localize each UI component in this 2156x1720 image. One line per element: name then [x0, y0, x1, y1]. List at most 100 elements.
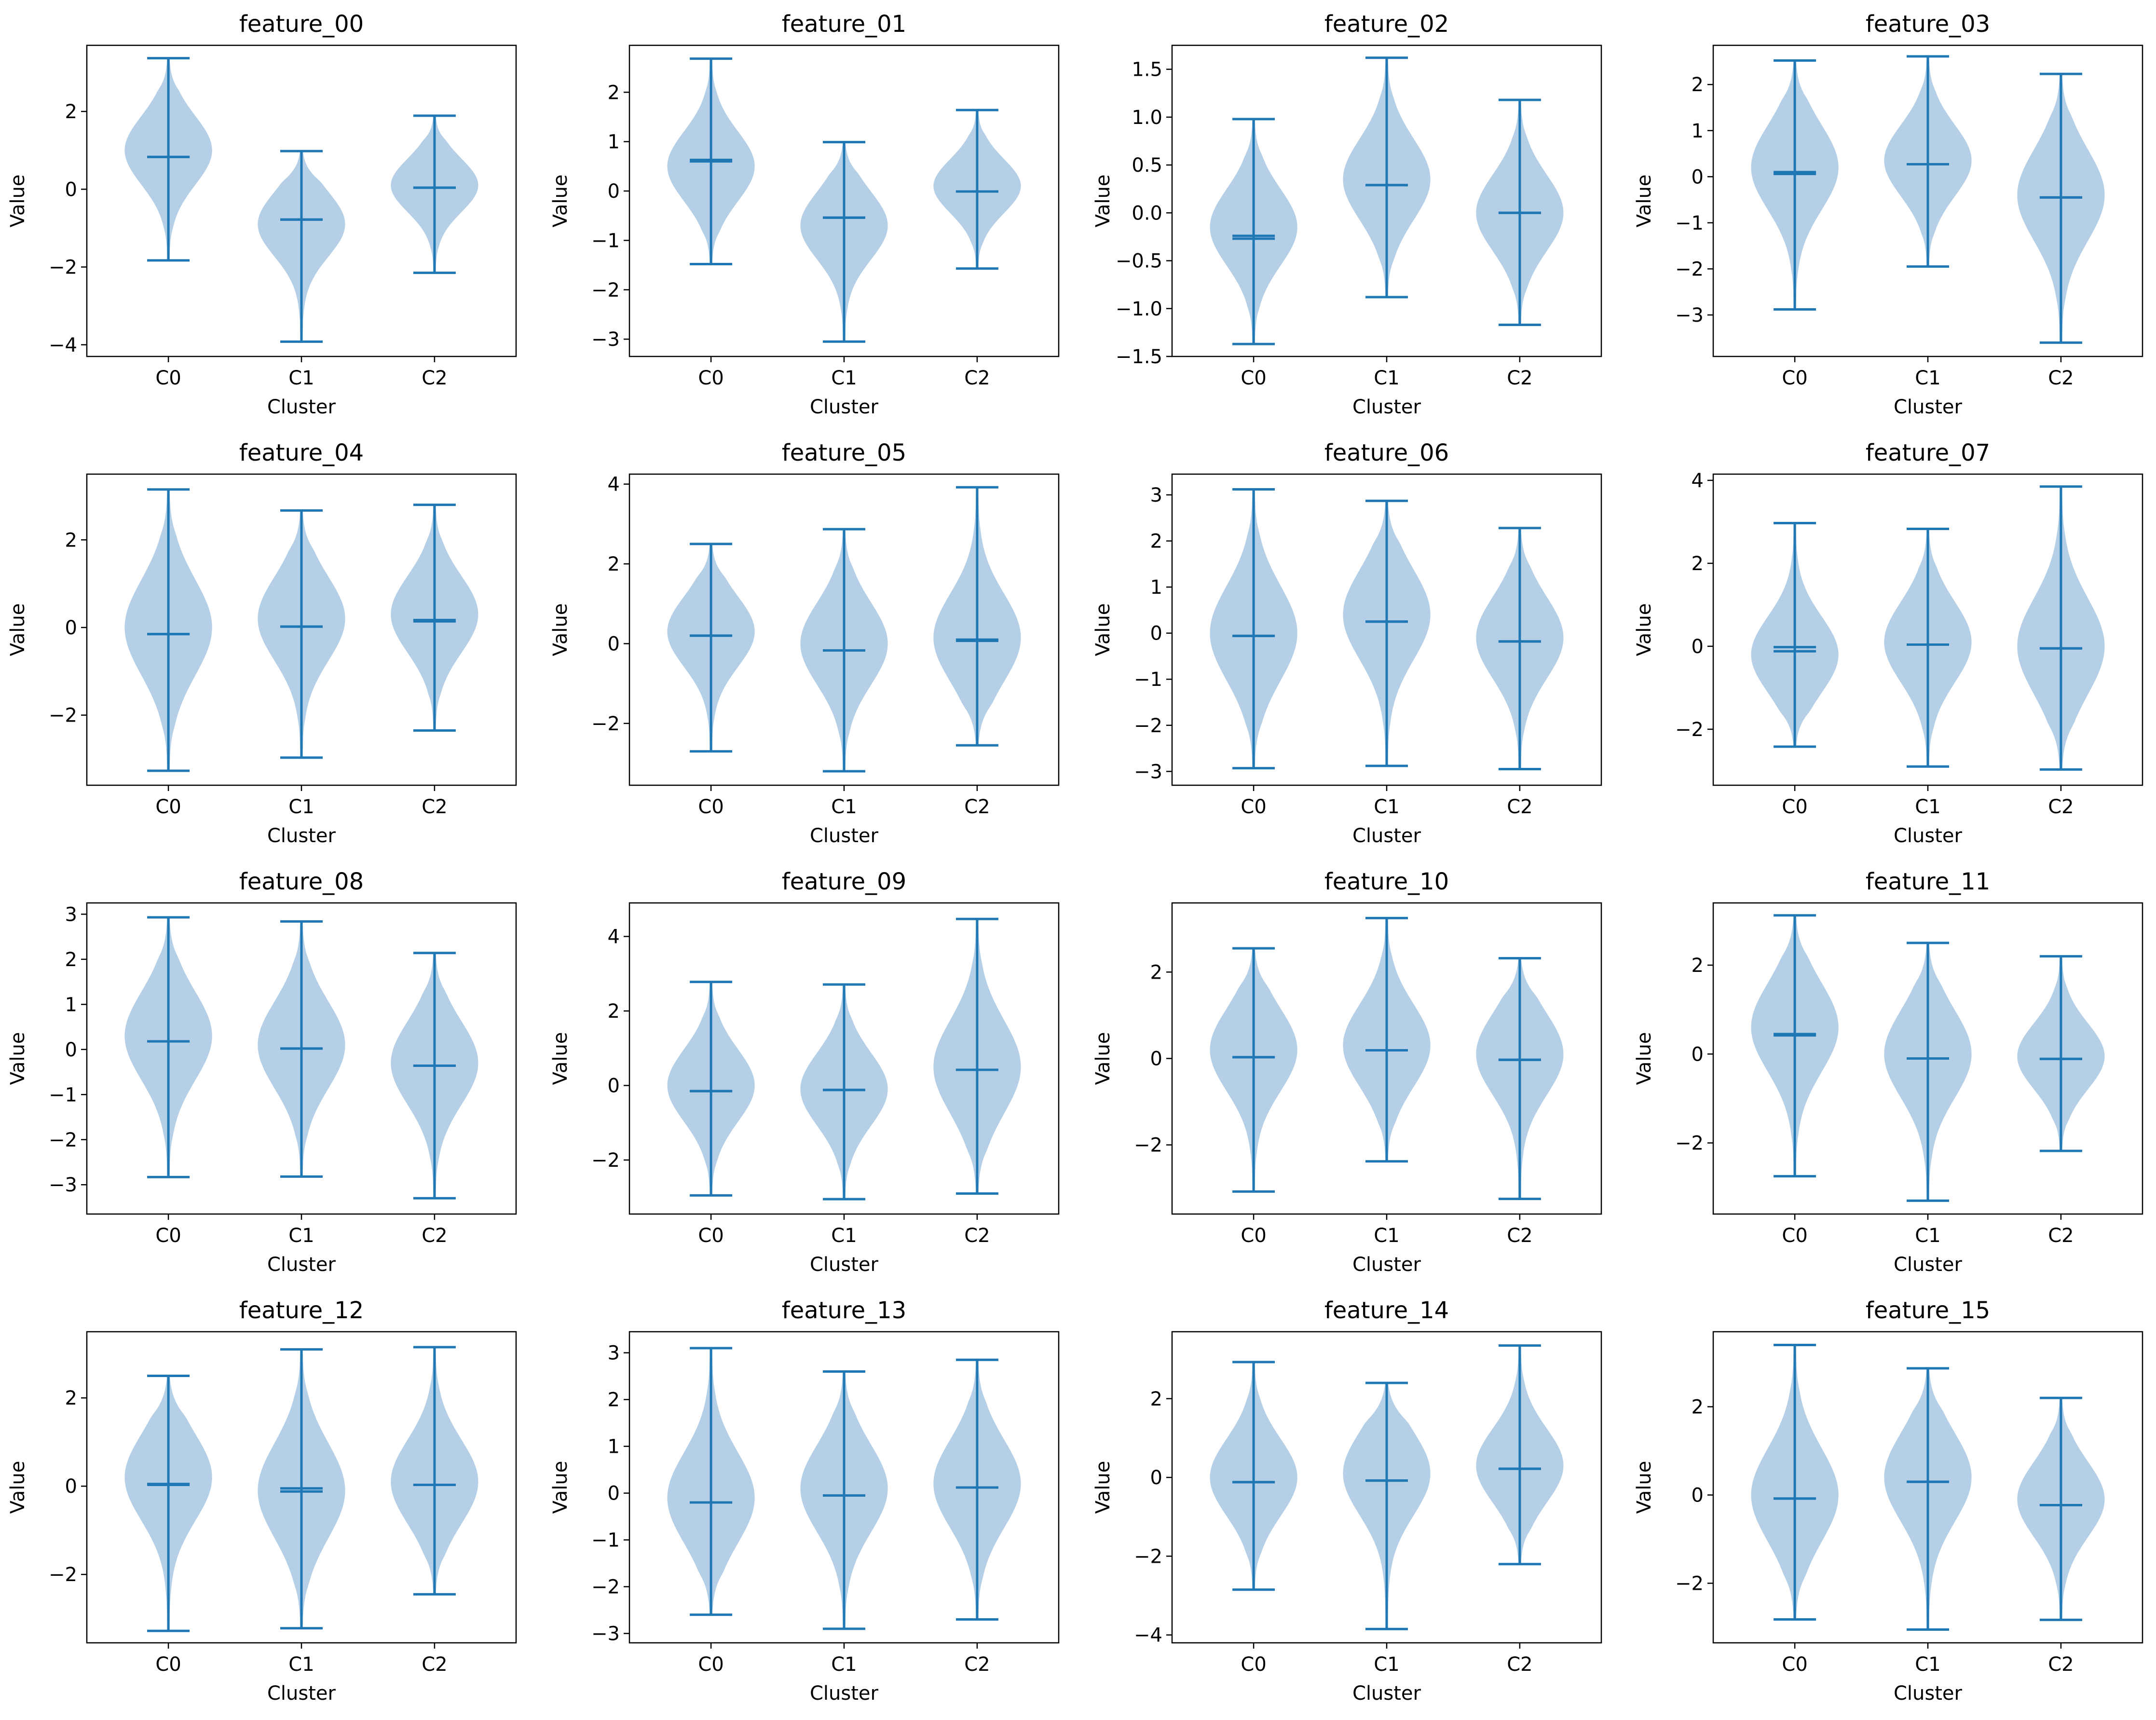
- x-axis-label: Cluster: [1894, 1254, 1963, 1276]
- y-tick-label: 2: [1692, 1396, 1704, 1419]
- x-tick-label: C0: [1241, 1653, 1266, 1676]
- x-tick-label: C1: [1915, 1225, 1940, 1247]
- subplot-title: feature_04: [239, 439, 364, 466]
- y-tick-label: 1: [1150, 576, 1162, 599]
- subplot: −1.5 −1.0 −0.5 0.0 0.5 1.0 1.5 C0 C1 C2 feature_02…: [1092, 11, 1602, 418]
- y-tick-label: 0: [65, 1475, 77, 1498]
- y-tick-label: 0: [65, 617, 77, 639]
- y-tick-label: 2: [608, 553, 620, 575]
- y-tick-label: −2: [591, 1576, 620, 1598]
- y-tick-label: 2: [65, 1387, 77, 1409]
- x-axis-label: Cluster: [1894, 396, 1963, 418]
- x-tick-label: C2: [422, 1225, 447, 1247]
- y-tick-label: 2: [1150, 961, 1162, 983]
- subplot-title: feature_01: [782, 11, 906, 38]
- y-tick-label: −3: [591, 328, 620, 351]
- x-tick-label: C0: [155, 367, 181, 389]
- y-tick-label: 0: [1150, 1467, 1162, 1489]
- x-tick-label: C0: [155, 1653, 181, 1676]
- x-tick-label: C0: [1782, 796, 1807, 818]
- subplot: −4 −2 0 2 C0 C1 C2 feature_14 Cluster Value: [1092, 1297, 1602, 1705]
- y-tick-label: 0: [608, 633, 620, 655]
- x-tick-label: C2: [1507, 1225, 1532, 1247]
- y-tick-label: 2: [608, 1389, 620, 1411]
- subplot-title: feature_12: [239, 1297, 364, 1324]
- subplot: −2 0 2 4 C0 C1 C2 feature_07 Cluster Value: [1633, 439, 2143, 847]
- x-tick-label: C1: [831, 367, 857, 389]
- x-tick-label: C0: [698, 367, 723, 389]
- y-tick-label: 2: [608, 1000, 620, 1023]
- x-tick-label: C0: [698, 1225, 723, 1247]
- y-tick-label: −2: [49, 705, 77, 727]
- subplot-title: feature_11: [1866, 868, 1990, 895]
- y-tick-label: 4: [1692, 470, 1704, 492]
- y-tick-label: 1.0: [1132, 107, 1162, 129]
- y-tick-label: 1: [608, 1436, 620, 1458]
- y-tick-label: 3: [65, 903, 77, 926]
- y-tick-label: −0.5: [1116, 250, 1162, 273]
- subplot: −2 0 2 C0 C1 C2 feature_12 Cluster Value: [7, 1297, 517, 1705]
- x-axis-label: Cluster: [1352, 1254, 1421, 1276]
- y-tick-label: 2: [65, 949, 77, 971]
- subplot-title: feature_05: [782, 439, 906, 466]
- y-tick-label: 0: [608, 1483, 620, 1505]
- subplot-title: feature_02: [1324, 11, 1449, 38]
- y-tick-label: 1: [65, 994, 77, 1016]
- x-tick-label: C1: [831, 1225, 857, 1247]
- y-tick-label: 2: [1692, 553, 1704, 575]
- y-tick-label: −3: [49, 1174, 77, 1196]
- subplot: −2 0 2 C0 C1 C2 feature_11 Cluster Value: [1633, 868, 2143, 1276]
- y-tick-label: 3: [608, 1342, 620, 1365]
- y-tick-label: 4: [608, 926, 620, 948]
- y-axis-label: Value: [549, 1032, 572, 1085]
- y-tick-label: 1.5: [1132, 59, 1162, 81]
- x-tick-label: C0: [698, 1653, 723, 1676]
- x-tick-label: C1: [1915, 367, 1940, 389]
- y-tick-label: 0: [1150, 623, 1162, 645]
- x-tick-label: C1: [1374, 1653, 1399, 1676]
- x-tick-label: C2: [1507, 367, 1532, 389]
- x-tick-label: C0: [1782, 367, 1807, 389]
- y-tick-label: −1.5: [1116, 346, 1162, 368]
- x-tick-label: C0: [1241, 796, 1266, 818]
- y-tick-label: −1: [1675, 212, 1704, 234]
- y-tick-label: 3: [1150, 484, 1162, 506]
- x-axis-label: Cluster: [267, 396, 336, 418]
- y-tick-label: −2: [1134, 715, 1162, 737]
- x-tick-label: C2: [1507, 1653, 1532, 1676]
- subplot-title: feature_03: [1866, 11, 1990, 38]
- subplot: −3 −2 −1 0 1 2 3 C0 C1 C2 feature_08 Cluster Value: [7, 868, 517, 1276]
- y-tick-label: −1: [591, 230, 620, 252]
- subplot: −3 −2 −1 0 1 2 3 C0 C1 C2 feature_06 Cluster Value: [1092, 439, 1602, 847]
- y-tick-label: −2: [1134, 1545, 1162, 1568]
- y-tick-label: 2: [65, 101, 77, 123]
- x-tick-label: C2: [2048, 367, 2074, 389]
- x-tick-label: C2: [2048, 1225, 2074, 1247]
- y-tick-label: 2: [608, 82, 620, 104]
- y-axis-label: Value: [1633, 1461, 1655, 1514]
- x-tick-label: C2: [964, 1225, 990, 1247]
- y-tick-label: 2: [1150, 1388, 1162, 1410]
- x-tick-label: C1: [831, 796, 857, 818]
- x-axis-label: Cluster: [1894, 825, 1963, 847]
- subplot: −2 0 2 4 C0 C1 C2 feature_09 Cluster Value: [549, 868, 1060, 1276]
- x-axis-label: Cluster: [267, 1254, 336, 1276]
- x-tick-label: C2: [964, 796, 990, 818]
- x-tick-label: C0: [155, 1225, 181, 1247]
- y-tick-label: −1: [591, 1529, 620, 1552]
- y-axis-label: Value: [7, 1461, 29, 1514]
- y-tick-label: −2: [49, 257, 77, 279]
- subplot-title: feature_13: [782, 1297, 906, 1324]
- x-axis-label: Cluster: [1352, 825, 1421, 847]
- y-axis-label: Value: [1092, 175, 1114, 228]
- x-tick-label: C1: [1374, 796, 1399, 818]
- x-axis-label: Cluster: [1352, 396, 1421, 418]
- subplot: −2 0 2 C0 C1 C2 feature_04 Cluster Value: [7, 439, 517, 847]
- subplot-title: feature_00: [239, 11, 364, 38]
- subplot: −3 −2 −1 0 1 2 C0 C1 C2 feature_03 Cluster Value: [1633, 11, 2143, 418]
- subplot-title: feature_14: [1324, 1297, 1449, 1324]
- y-tick-label: −3: [1675, 304, 1704, 327]
- x-axis-label: Cluster: [267, 1682, 336, 1705]
- y-axis-label: Value: [1633, 1032, 1655, 1085]
- y-axis-label: Value: [1092, 1461, 1114, 1514]
